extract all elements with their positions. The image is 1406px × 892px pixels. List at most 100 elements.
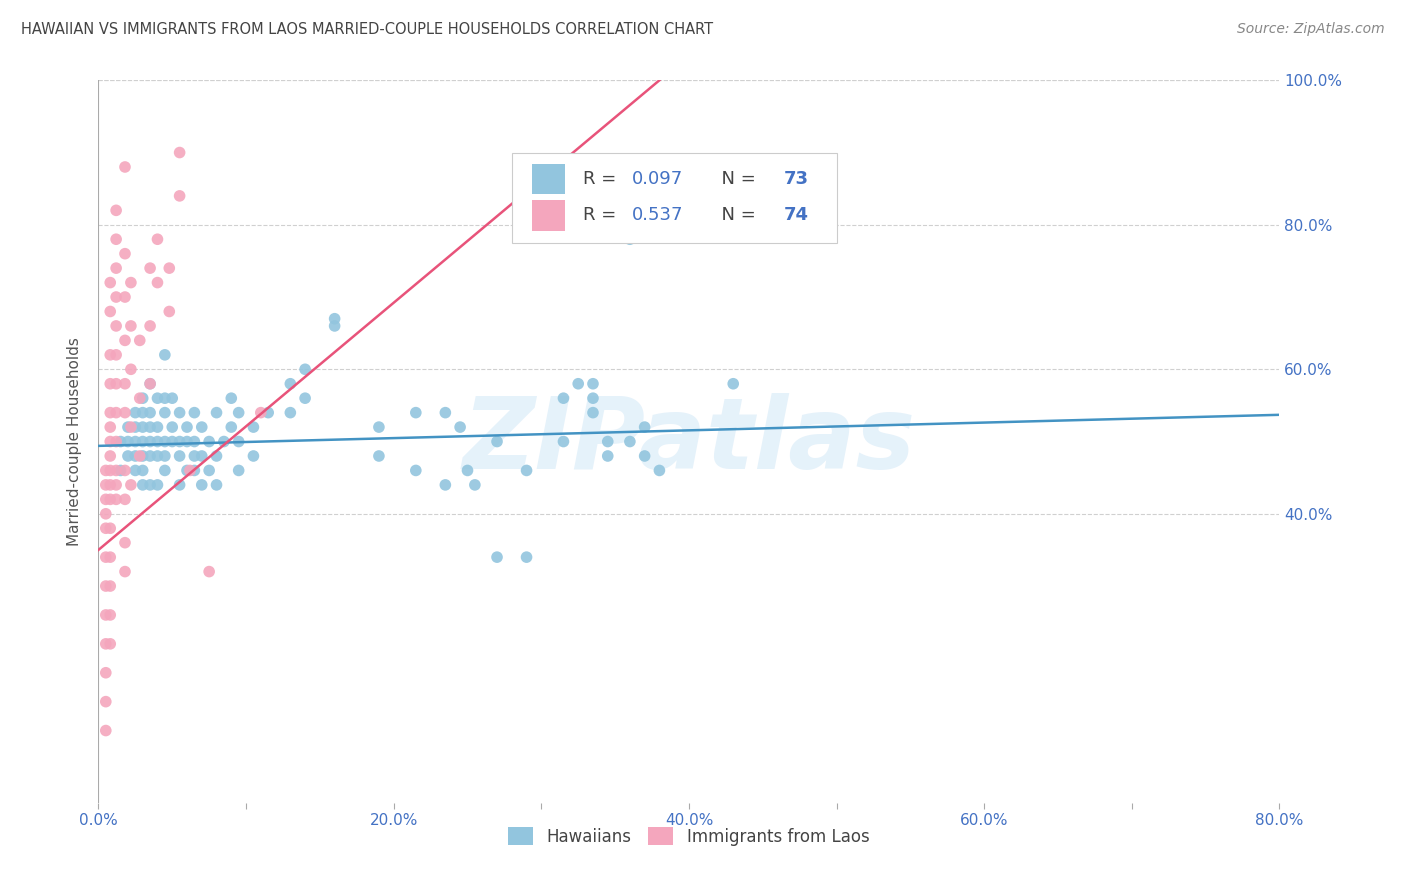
Point bbox=[242, 420, 264, 434]
Point bbox=[98, 492, 121, 507]
Point bbox=[516, 550, 538, 565]
Point bbox=[98, 434, 121, 449]
Point bbox=[250, 406, 273, 420]
Point bbox=[221, 420, 243, 434]
Point bbox=[179, 463, 201, 477]
Point bbox=[105, 318, 128, 333]
FancyBboxPatch shape bbox=[512, 153, 837, 243]
Point bbox=[139, 434, 162, 449]
Point bbox=[110, 434, 132, 449]
Point bbox=[146, 449, 169, 463]
Point bbox=[114, 376, 136, 391]
Point bbox=[94, 665, 117, 680]
Point bbox=[634, 420, 657, 434]
Point bbox=[169, 189, 191, 203]
Point bbox=[162, 391, 183, 405]
Point bbox=[434, 406, 457, 420]
Point bbox=[257, 406, 280, 420]
FancyBboxPatch shape bbox=[531, 200, 565, 230]
Point bbox=[582, 376, 605, 391]
Point bbox=[198, 565, 221, 579]
Point bbox=[124, 449, 146, 463]
Point bbox=[553, 391, 575, 405]
Point bbox=[619, 434, 641, 449]
Text: 73: 73 bbox=[783, 170, 808, 188]
Point bbox=[98, 348, 121, 362]
Point bbox=[183, 449, 205, 463]
Point bbox=[169, 478, 191, 492]
Point bbox=[114, 535, 136, 549]
Point bbox=[114, 565, 136, 579]
Point bbox=[596, 434, 619, 449]
Text: N =: N = bbox=[710, 170, 762, 188]
Point bbox=[114, 246, 136, 260]
Point bbox=[169, 434, 191, 449]
Point bbox=[98, 607, 121, 622]
Point bbox=[124, 434, 146, 449]
Point bbox=[198, 463, 221, 477]
Point bbox=[94, 695, 117, 709]
Point bbox=[405, 463, 427, 477]
Point bbox=[94, 579, 117, 593]
Point bbox=[98, 521, 121, 535]
Text: R =: R = bbox=[582, 170, 621, 188]
Point bbox=[132, 434, 155, 449]
Point bbox=[132, 420, 155, 434]
Point bbox=[323, 318, 346, 333]
Point bbox=[139, 478, 162, 492]
Point bbox=[464, 478, 486, 492]
Point bbox=[117, 449, 139, 463]
Point bbox=[105, 261, 128, 276]
Point bbox=[191, 478, 214, 492]
Point bbox=[98, 478, 121, 492]
Point bbox=[139, 406, 162, 420]
Point bbox=[294, 362, 316, 376]
Point bbox=[191, 420, 214, 434]
Point bbox=[105, 203, 128, 218]
Point bbox=[105, 478, 128, 492]
Text: R =: R = bbox=[582, 206, 621, 225]
Point bbox=[128, 334, 150, 348]
Point bbox=[94, 478, 117, 492]
Point bbox=[280, 406, 302, 420]
Point bbox=[120, 276, 142, 290]
Point bbox=[153, 391, 176, 405]
Point bbox=[139, 376, 162, 391]
Point bbox=[114, 463, 136, 477]
Point bbox=[153, 463, 176, 477]
Point bbox=[98, 406, 121, 420]
Point bbox=[596, 449, 619, 463]
Point bbox=[567, 376, 589, 391]
Point bbox=[323, 311, 346, 326]
Point bbox=[114, 492, 136, 507]
Point bbox=[146, 276, 169, 290]
Point bbox=[457, 463, 479, 477]
Point bbox=[212, 434, 235, 449]
Point bbox=[242, 449, 264, 463]
Point bbox=[405, 406, 427, 420]
Point bbox=[183, 434, 205, 449]
Point bbox=[98, 463, 121, 477]
Point bbox=[198, 434, 221, 449]
Point bbox=[105, 348, 128, 362]
Point bbox=[228, 406, 250, 420]
Point bbox=[120, 478, 142, 492]
Point bbox=[582, 406, 605, 420]
Point bbox=[105, 290, 128, 304]
Point bbox=[117, 420, 139, 434]
Point bbox=[280, 376, 302, 391]
Point bbox=[94, 463, 117, 477]
Point bbox=[162, 420, 183, 434]
Point bbox=[153, 434, 176, 449]
Point bbox=[128, 391, 150, 405]
Point bbox=[139, 449, 162, 463]
Point bbox=[94, 492, 117, 507]
Point bbox=[124, 420, 146, 434]
Point bbox=[117, 434, 139, 449]
Point bbox=[153, 348, 176, 362]
Point bbox=[139, 420, 162, 434]
Point bbox=[128, 449, 150, 463]
Point bbox=[132, 463, 155, 477]
Point bbox=[486, 550, 509, 565]
Point bbox=[183, 463, 205, 477]
